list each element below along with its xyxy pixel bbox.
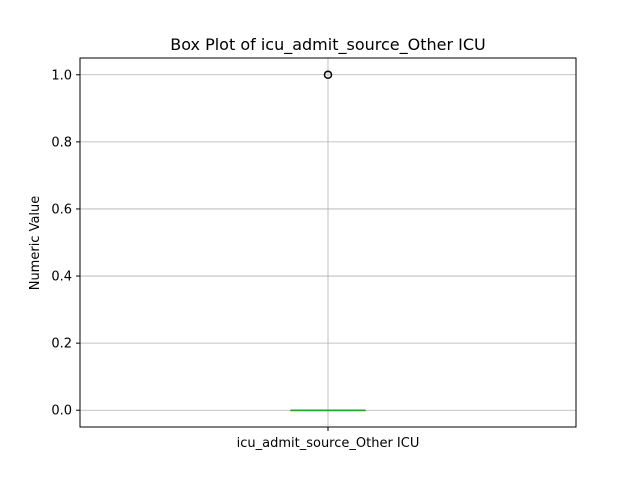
chart-title: Box Plot of icu_admit_source_Other ICU	[170, 35, 485, 55]
plot-area	[290, 70, 366, 412]
y-tick-label: 0.4	[51, 270, 72, 285]
grid-lines	[80, 58, 576, 427]
x-axis: icu_admit_source_Other ICU	[237, 427, 420, 451]
outlier-point	[323, 70, 333, 80]
y-tick-label: 0.6	[51, 202, 72, 217]
y-tick-label: 0.8	[51, 135, 72, 150]
y-tick-label: 0.0	[51, 404, 72, 419]
y-axis-label: Numeric Value	[28, 196, 43, 291]
y-axis: 0.0 0.2 0.4 0.6 0.8 1.0	[51, 68, 80, 419]
y-tick-label: 1.0	[51, 68, 72, 83]
y-tick-label: 0.2	[51, 337, 72, 352]
x-tick-label: icu_admit_source_Other ICU	[237, 436, 420, 451]
